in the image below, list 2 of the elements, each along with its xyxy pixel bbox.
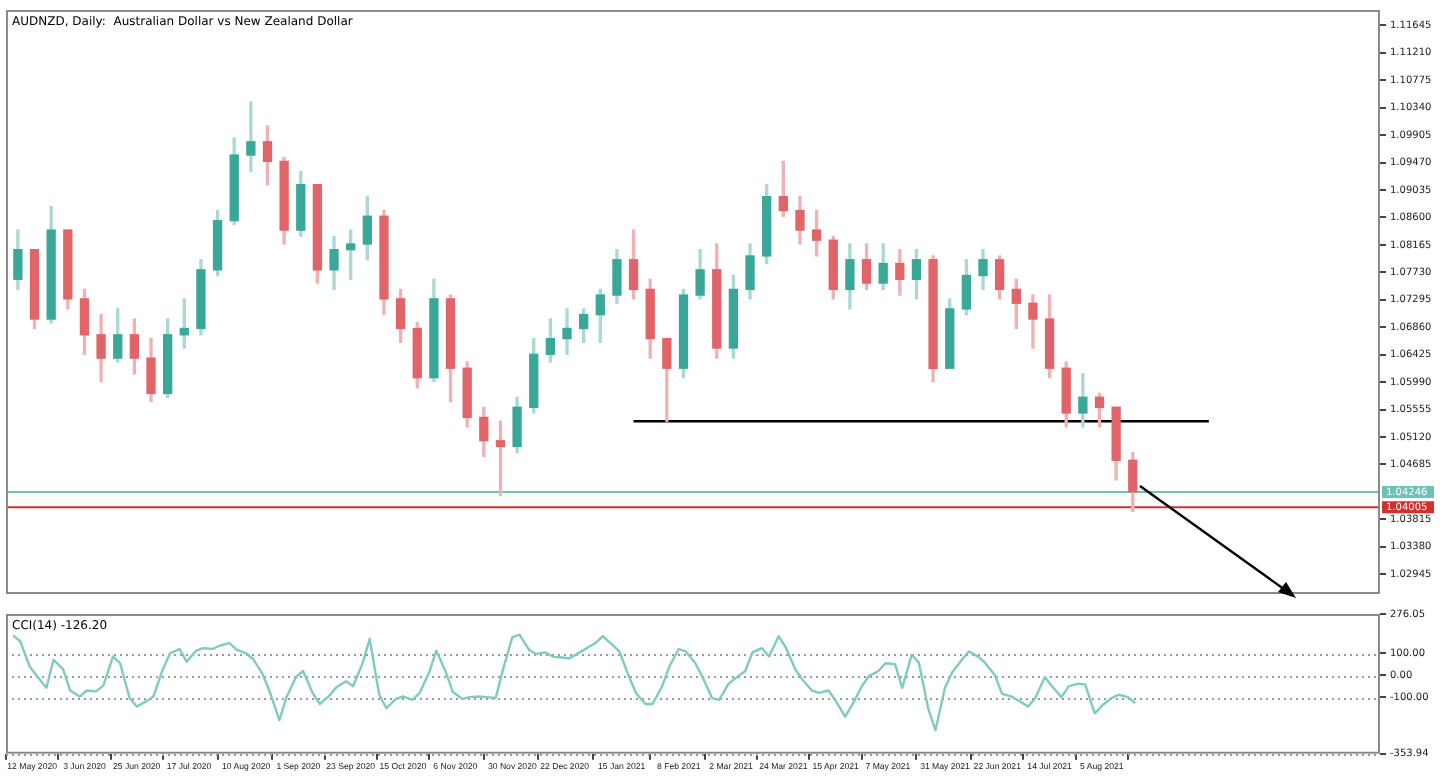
- candlestick: [246, 101, 256, 173]
- candlestick: [562, 308, 572, 356]
